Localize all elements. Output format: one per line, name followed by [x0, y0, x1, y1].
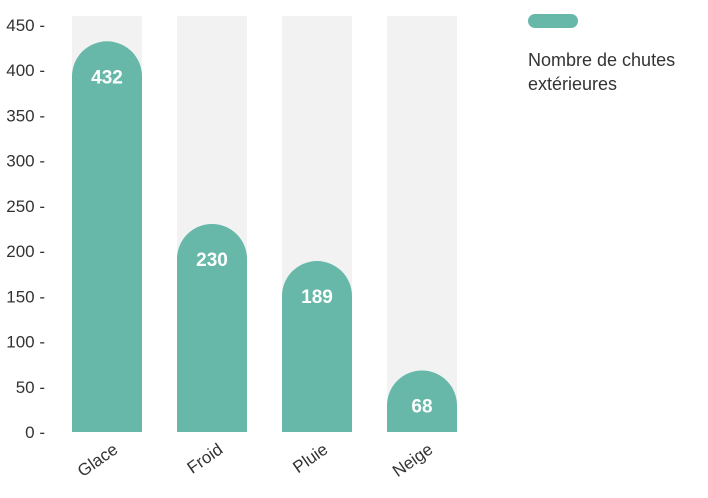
- bar-track: [387, 16, 457, 432]
- bar: [387, 370, 457, 432]
- y-tick-label: 150 -: [6, 287, 45, 306]
- legend-label: Nombre de chutes extérieures: [528, 50, 676, 94]
- legend: Nombre de chutes extérieures: [528, 14, 703, 96]
- x-tick-label: Froid: [184, 440, 227, 478]
- bar-value-label: 432: [91, 67, 123, 88]
- y-tick-label: 100 -: [6, 333, 45, 352]
- bar: [177, 223, 247, 432]
- bar: [282, 261, 352, 432]
- bar-value-label: 68: [411, 396, 432, 417]
- y-tick-label: 250 -: [6, 197, 45, 216]
- y-tick-label: 50 -: [16, 378, 45, 397]
- bars-group: 432 230 189 68: [72, 16, 457, 432]
- y-tick-label: 300 -: [6, 152, 45, 171]
- x-tick-label: Pluie: [289, 440, 331, 477]
- legend-swatch: [528, 14, 578, 28]
- x-axis: Glace Froid Pluie Neige: [74, 440, 436, 481]
- y-axis: 0 - 50 - 100 - 150 - 200 - 250 - 300 - 350 - 400…: [6, 16, 45, 442]
- bar-value-label: 189: [301, 287, 333, 308]
- bar: [72, 41, 142, 432]
- x-tick-label: Glace: [74, 440, 121, 481]
- y-tick-label: 350 -: [6, 106, 45, 125]
- x-tick-label: Neige: [389, 440, 436, 481]
- y-tick-label: 450 -: [6, 16, 45, 35]
- bar-value-label: 230: [196, 250, 228, 271]
- y-tick-label: 0 -: [25, 423, 45, 442]
- y-tick-label: 200 -: [6, 242, 45, 261]
- y-tick-label: 400 -: [6, 61, 45, 80]
